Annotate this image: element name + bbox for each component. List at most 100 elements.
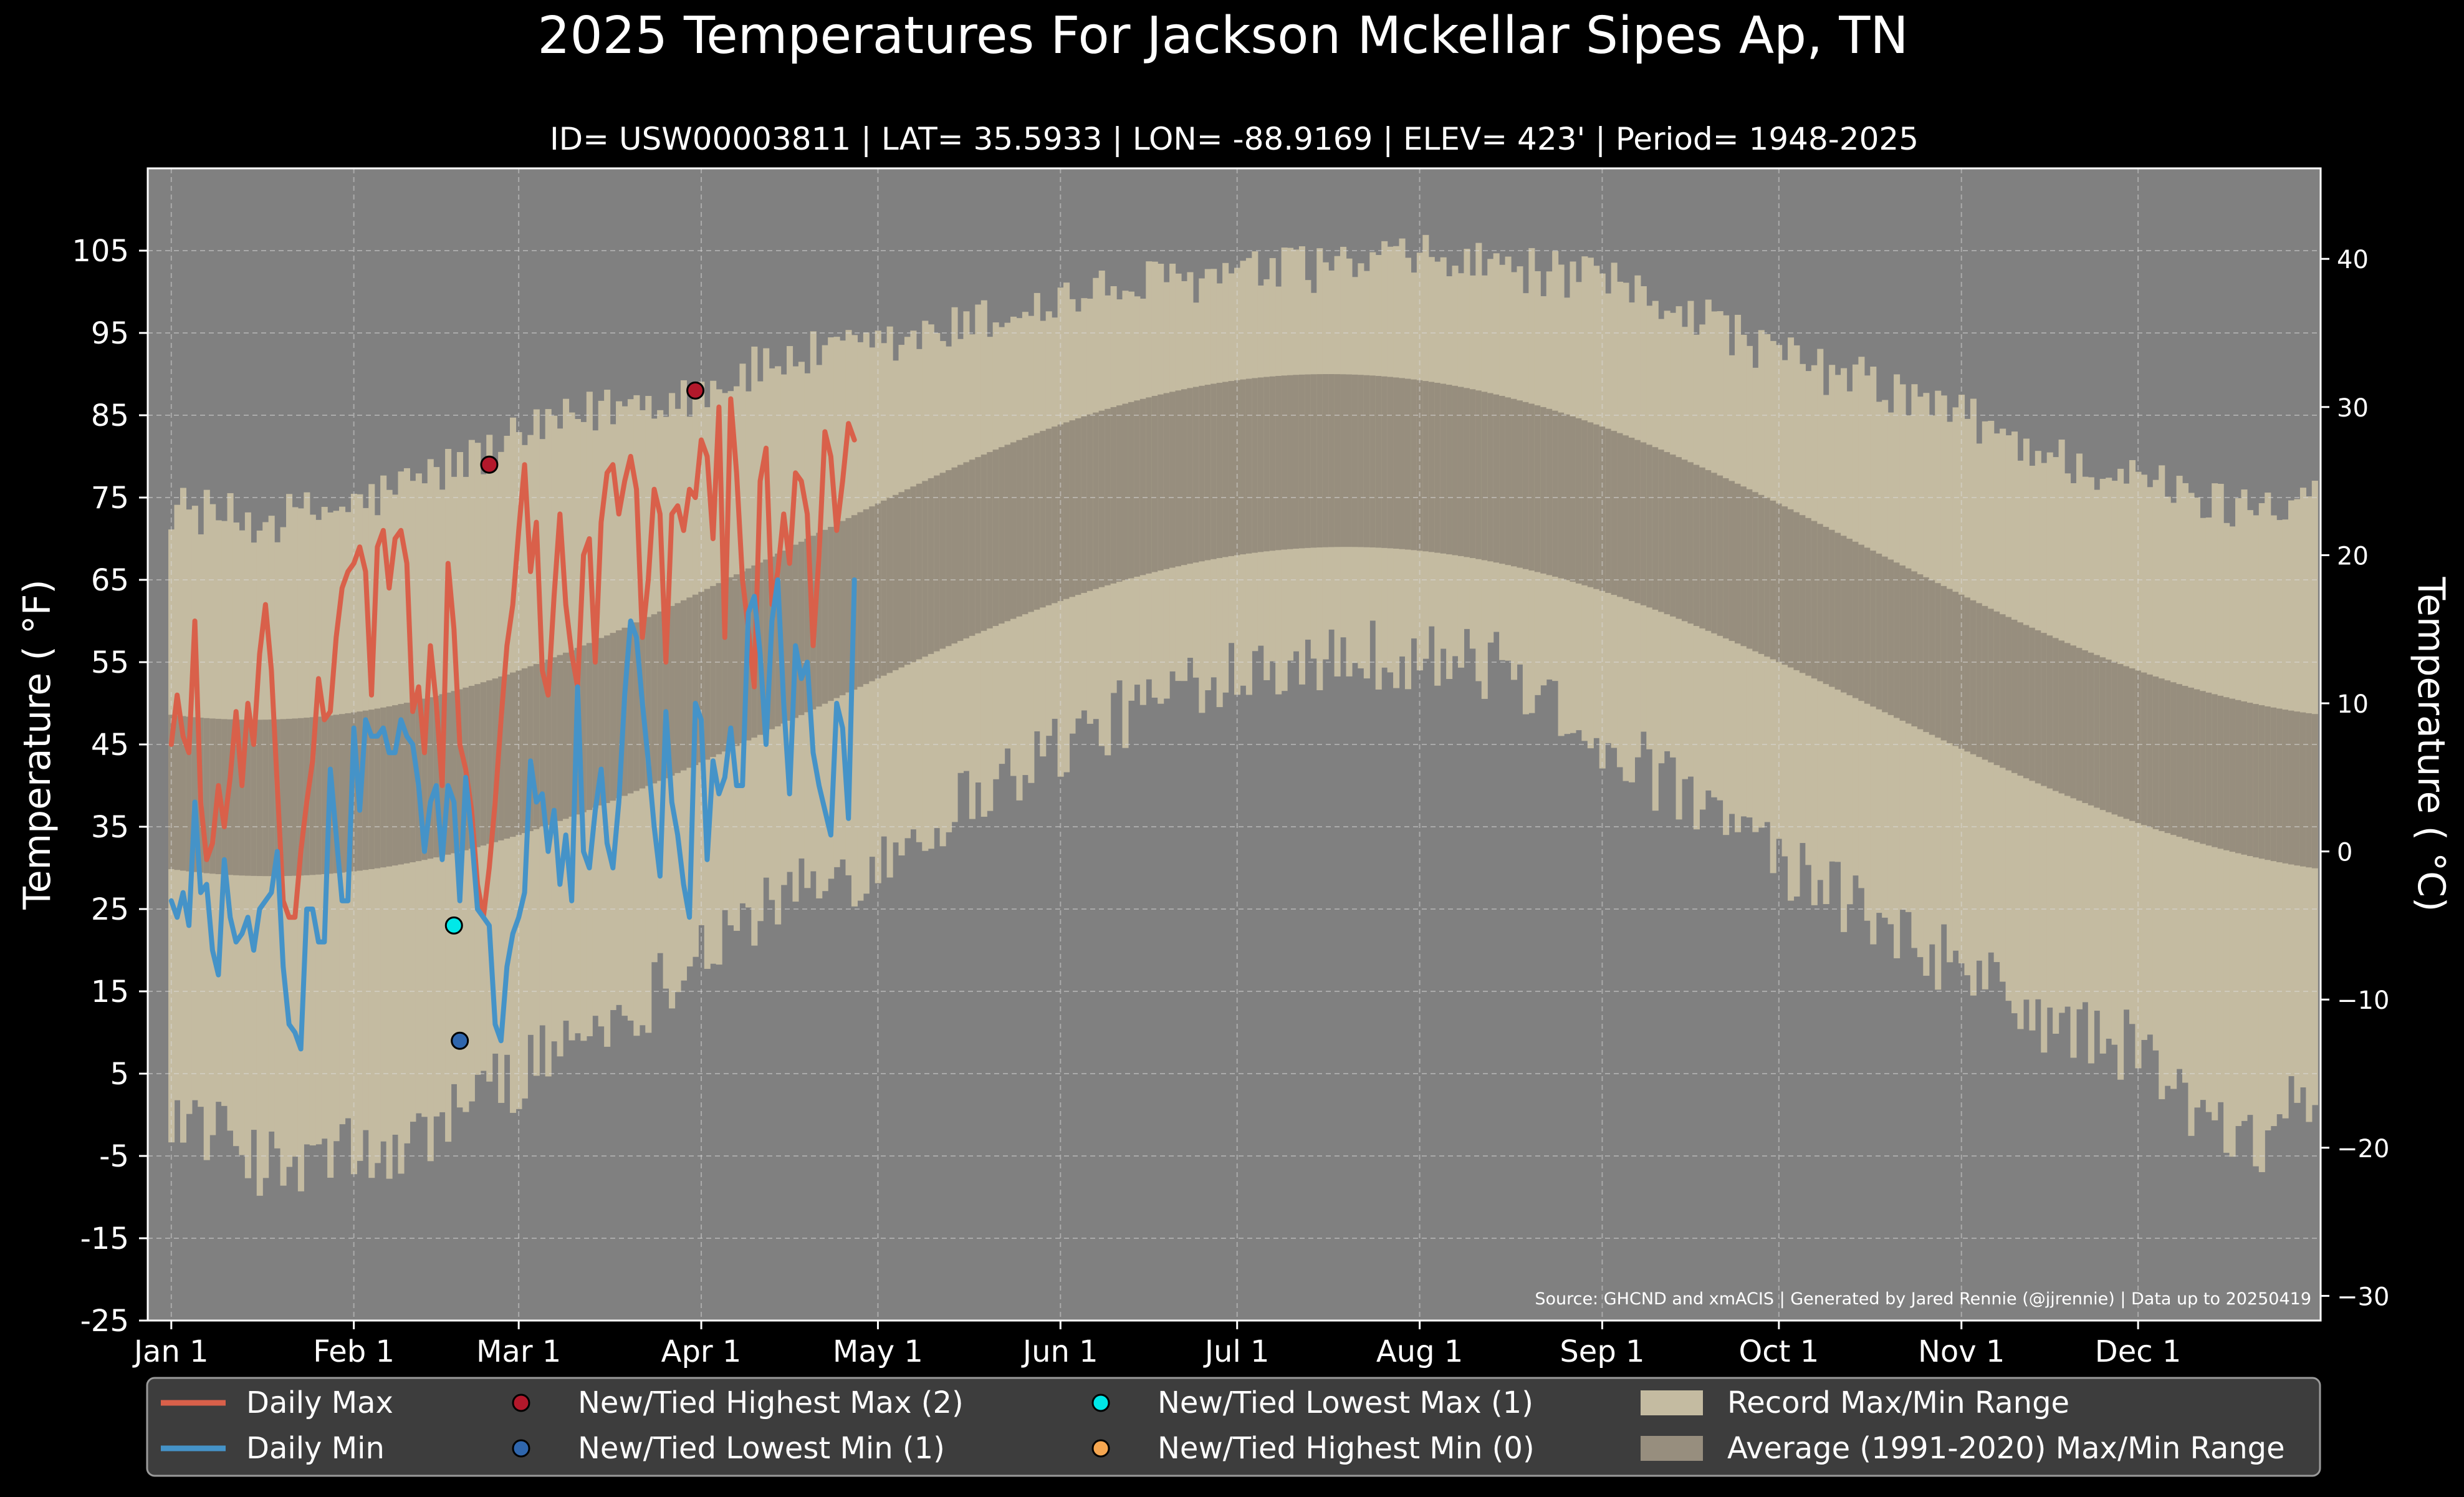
daily-max-line [168,396,857,920]
normal-range-bar [1228,381,1235,556]
legend-label-highest-max: New/Tied Highest Max (2) [578,1385,964,1420]
normal-range-bar [1534,405,1541,572]
legend-swatch-normal-range [1641,1436,1703,1461]
normal-range-bar [2005,617,2012,771]
normal-range-bar [716,583,722,754]
normal-range-bar [1505,397,1512,566]
normal-range-bar [1481,392,1488,561]
normal-range-bar [2311,714,2318,869]
normal-range-bar [174,715,181,870]
normal-range-bar [403,703,410,864]
normal-range-bar [651,614,658,784]
normal-range-bar [1776,503,1783,662]
legend-label-daily-max: Daily Max [246,1385,393,1420]
plot-area [146,167,2322,1322]
normal-range-bar [191,717,198,872]
normal-range-bar [2241,701,2248,855]
normal-range-bar [445,692,452,855]
normal-range-bar [1711,473,1718,633]
legend-item-lowest-min: New/Tied Lowest Min (1) [512,1431,945,1466]
normal-range-bar [980,455,987,631]
normal-range-bar [557,655,563,821]
normal-range-bar [1917,574,1924,729]
normal-range-bar [1452,385,1459,556]
normal-range-bar [1799,515,1806,673]
normal-range-bar [2088,652,2094,806]
record-marker-new-tied-lowest-min [451,1031,469,1050]
normal-range-bar [2246,703,2253,856]
y-tick-label-left: -15 [80,1221,129,1256]
normal-range-bar [2070,645,2077,799]
normal-range-bar [763,559,770,733]
normal-range-bar [863,509,870,685]
normal-range-bar [1416,380,1423,551]
normal-range-bar [1947,589,1953,744]
normal-range-bar [504,674,511,839]
normal-range-bar [2265,706,2271,860]
normal-range-bar [268,720,275,877]
normal-range-bar [822,529,828,704]
normal-range-bar [1310,374,1317,548]
normal-range-bar [1852,541,1859,698]
normal-range-bar [1646,445,1653,608]
normal-range-bar [2064,643,2071,796]
normal-range-bar [1151,395,1158,572]
normal-range-bar [1858,544,1865,701]
normal-range-bar [881,500,888,676]
normal-range-bar [468,686,475,849]
normal-range-bar [857,512,864,687]
normal-range-bar [510,672,517,837]
normal-range-bar [1192,387,1199,563]
x-tick-label: Jun 1 [1021,1334,1098,1369]
normal-range-bar [1976,603,1983,758]
normal-range-bar [1593,424,1600,589]
normal-range-bar [1681,460,1689,622]
normal-range-bar [1052,426,1058,604]
normal-range-bar [427,697,434,859]
normal-range-bar [1670,455,1677,617]
y-tick-label-left: 25 [91,892,129,927]
normal-range-bar [992,450,999,626]
normal-range-bar [333,715,340,874]
normal-range-bar [1841,536,1848,693]
normal-range-bar [1699,467,1706,628]
normal-range-bar [2258,705,2265,859]
normal-range-bar [1116,405,1123,582]
x-tick-label: Dec 1 [2095,1334,2182,1369]
normal-range-bar [727,577,734,749]
normal-range-bar [1422,381,1429,552]
normal-range-bar [398,704,405,865]
normal-range-bar [1805,517,1812,676]
normal-range-bar [733,574,741,746]
normal-range-bar [886,498,893,673]
normal-range-bar [669,605,676,776]
y-axis-label-right: Temperature ( °C) [2409,577,2453,912]
normal-range-bar [1493,394,1500,563]
normal-range-bar [1081,416,1088,593]
normal-range-bar [239,720,246,876]
normal-range-bar [1993,611,2000,766]
normal-range-bar [2023,625,2030,779]
normal-range-bar [2147,674,2154,827]
source-note: Source: GHCND and xmACIS | Generated by … [1535,1289,2311,1309]
normal-range-bar [1570,416,1576,582]
normal-range-bar [1923,577,1930,733]
normal-range-bar [1746,489,1753,649]
normal-range-bar [2140,672,2147,826]
normal-range-bar [692,594,699,766]
normal-range-bar [1970,600,1977,754]
normal-range-bar [1499,395,1506,564]
normal-range-bar [2288,710,2295,865]
normal-range-bar [386,706,393,867]
normal-range-bar [368,710,375,869]
normal-range-bar [1305,374,1311,548]
normal-range-bar [1187,388,1194,564]
normal-range-bar [1387,377,1394,549]
y-tick-label-left: 35 [91,810,129,845]
legend-label-lowest-min: New/Tied Lowest Min (1) [578,1431,945,1466]
normal-range-bar [2182,686,2189,839]
normal-range-bar [2099,657,2106,811]
normal-range-bar [798,541,805,715]
normal-range-bar [1599,426,1606,591]
normal-range-bar [1882,556,1889,713]
